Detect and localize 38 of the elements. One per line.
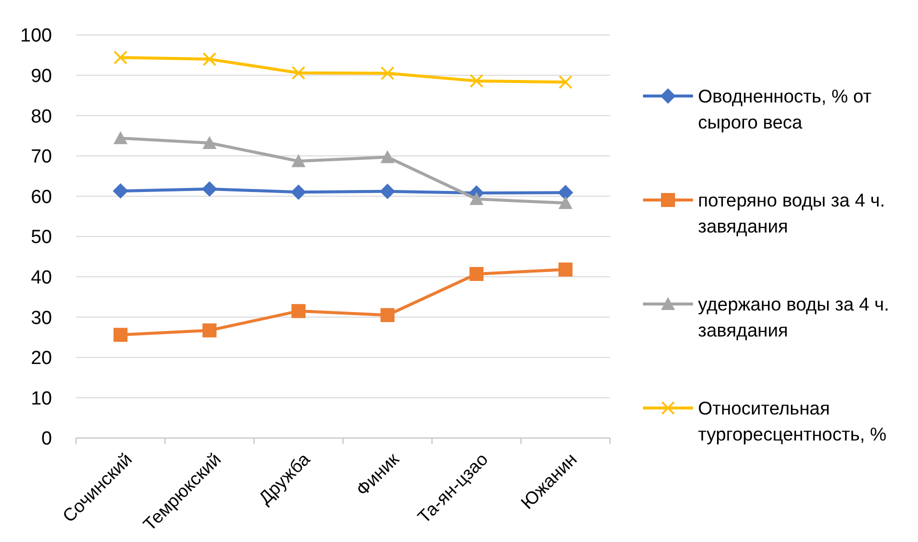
y-tick-label: 0 xyxy=(41,428,52,450)
point xyxy=(291,184,306,200)
point xyxy=(558,262,572,277)
point xyxy=(380,150,394,164)
point xyxy=(380,184,395,199)
point xyxy=(292,154,306,168)
point xyxy=(114,328,128,342)
point xyxy=(558,75,572,90)
y-tick-label: 90 xyxy=(30,66,52,87)
point xyxy=(470,74,484,88)
point xyxy=(202,52,216,66)
legend-label: потеряно воды за 4 ч. завядания xyxy=(698,189,886,236)
point xyxy=(558,185,573,200)
point xyxy=(202,181,217,196)
y-tick-label: 60 xyxy=(30,186,52,208)
point xyxy=(292,66,306,80)
point xyxy=(380,66,394,80)
legend-label: Оводненность, % от сырого веса xyxy=(698,85,872,132)
point xyxy=(113,183,128,198)
point xyxy=(114,131,128,144)
point xyxy=(202,323,216,338)
point xyxy=(470,192,484,206)
legend-label: Относительная тургоресцентность, % xyxy=(698,397,886,444)
y-tick-label: 40 xyxy=(30,267,52,288)
y-tick-label: 20 xyxy=(30,348,52,370)
y-tick-label: 100 xyxy=(20,26,52,47)
legend-label: удержано воды за 4 ч. завядания xyxy=(698,293,890,340)
y-tick-label: 10 xyxy=(30,388,52,410)
point xyxy=(380,308,394,322)
y-tick-label: 50 xyxy=(30,227,52,248)
y-tick-label: 30 xyxy=(30,308,52,329)
y-tick-label: 70 xyxy=(30,146,52,168)
point xyxy=(470,266,484,281)
point xyxy=(202,136,216,150)
point xyxy=(558,196,572,210)
point xyxy=(292,304,306,318)
point xyxy=(114,50,128,64)
y-tick-label: 80 xyxy=(30,106,52,128)
